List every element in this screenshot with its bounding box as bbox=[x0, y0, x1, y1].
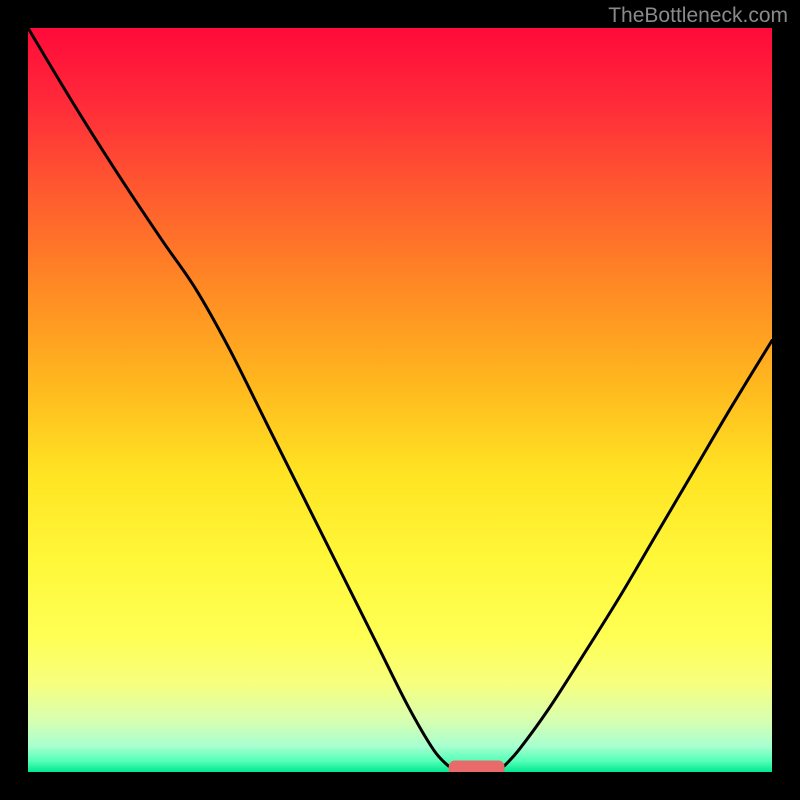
optimal-marker bbox=[449, 761, 505, 772]
watermark-text: TheBottleneck.com bbox=[608, 4, 788, 28]
gradient-background bbox=[28, 28, 772, 772]
bottleneck-chart bbox=[28, 28, 772, 772]
chart-container bbox=[28, 28, 772, 772]
